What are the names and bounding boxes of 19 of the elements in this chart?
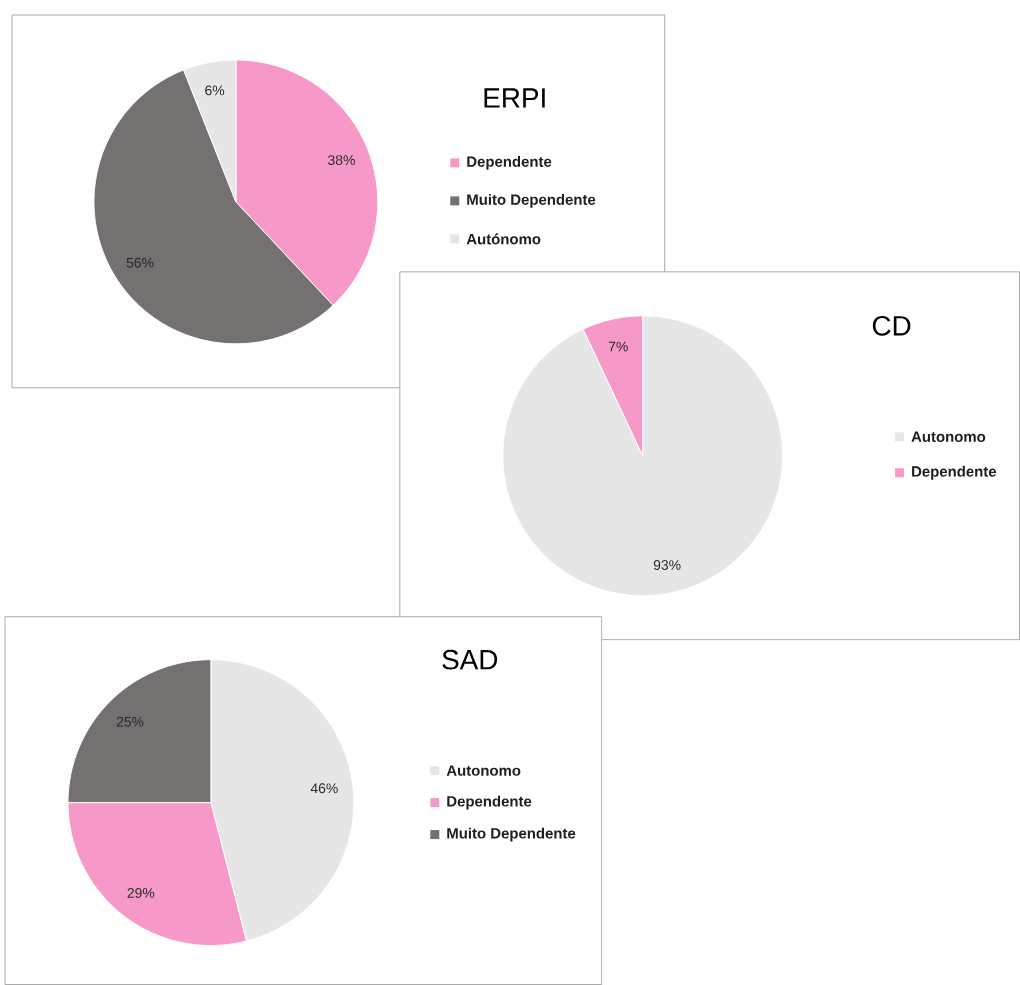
- text: ERPI: [484, 88, 545, 108]
- legend-label: Dependente: [447, 795, 532, 810]
- data-label: 25%: [116, 716, 144, 727]
- data-label: 46%: [310, 783, 338, 794]
- data-label: 29%: [127, 888, 155, 898]
- legend-label: Autónomo: [466, 233, 541, 245]
- data-label: 6%: [205, 85, 225, 96]
- data-label: 93%: [653, 560, 681, 570]
- chart-title: SAD: [442, 649, 498, 670]
- data-label: 56%: [126, 257, 154, 268]
- data-label: 7%: [608, 341, 628, 352]
- legend-label: Autonomo: [911, 431, 986, 442]
- chart-title: CD: [872, 315, 911, 336]
- legend-label: Dependente: [912, 465, 997, 480]
- legend-label: Muito Dependente: [447, 827, 576, 842]
- legend-label: Autonomo: [446, 765, 521, 776]
- legend-label: Dependente: [467, 155, 552, 170]
- legend-label: Muito Dependente: [467, 193, 596, 208]
- data-label: 38%: [328, 155, 355, 166]
